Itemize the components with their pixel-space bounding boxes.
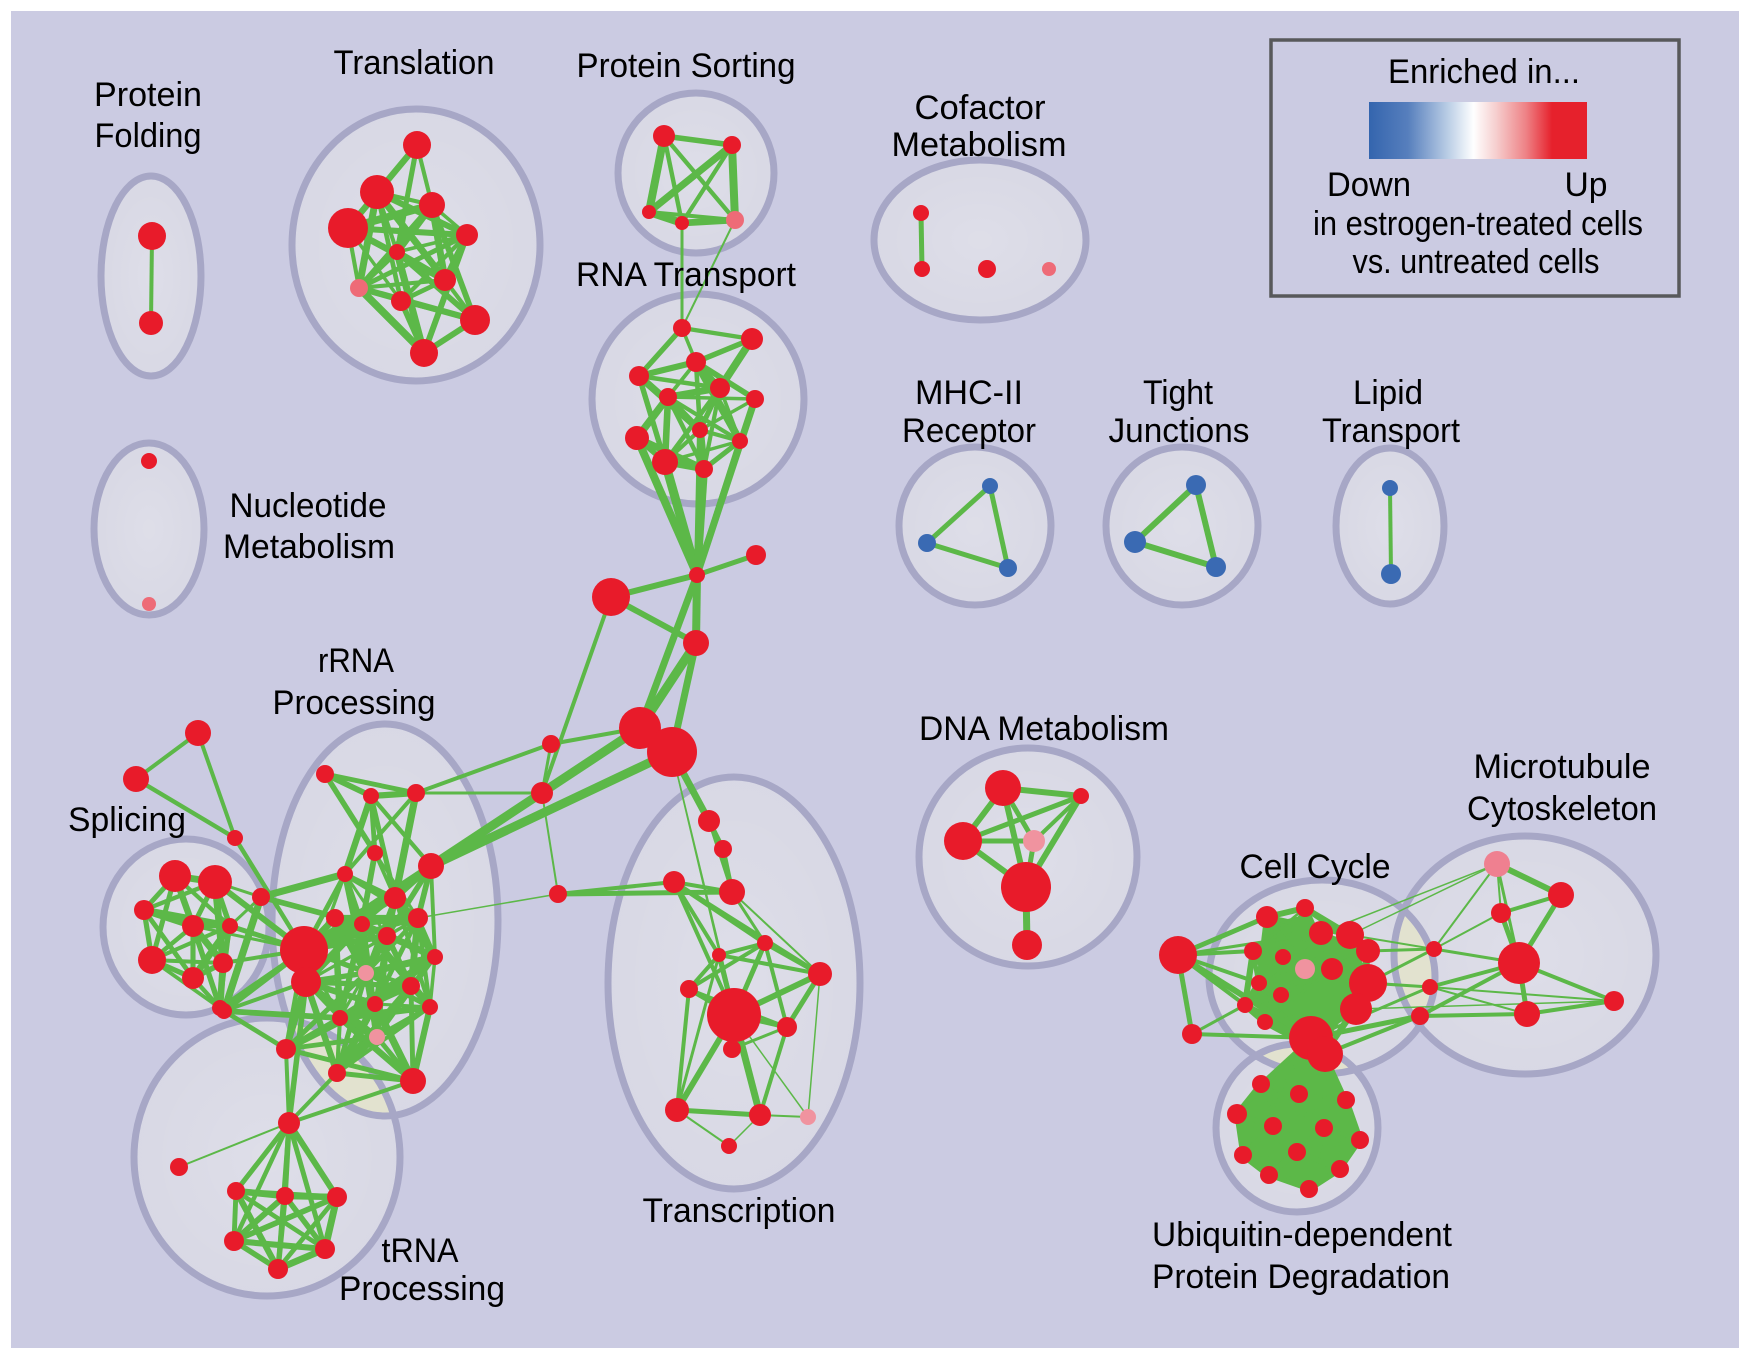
svg-text:Up: Up: [1565, 166, 1608, 204]
svg-text:Protein: Protein: [94, 76, 202, 114]
svg-text:Metabolism: Metabolism: [223, 528, 395, 566]
svg-text:Tight: Tight: [1143, 374, 1214, 412]
svg-text:Transport: Transport: [1322, 412, 1461, 450]
svg-text:Cytoskeleton: Cytoskeleton: [1467, 790, 1657, 828]
svg-text:Cell Cycle: Cell Cycle: [1240, 848, 1391, 886]
svg-text:Processing: Processing: [339, 1270, 505, 1308]
svg-text:Protein Sorting: Protein Sorting: [577, 47, 796, 85]
svg-text:Processing: Processing: [273, 684, 436, 722]
svg-text:DNA Metabolism: DNA Metabolism: [919, 710, 1169, 748]
svg-text:in estrogen-treated cells: in estrogen-treated cells: [1313, 205, 1643, 243]
svg-text:Enriched in...: Enriched in...: [1388, 53, 1580, 91]
svg-text:tRNA: tRNA: [382, 1232, 459, 1270]
svg-text:Cofactor: Cofactor: [915, 89, 1046, 127]
svg-text:rRNA: rRNA: [318, 642, 394, 680]
svg-text:Protein Degradation: Protein Degradation: [1152, 1258, 1450, 1296]
svg-text:Transcription: Transcription: [643, 1192, 836, 1230]
svg-text:Metabolism: Metabolism: [892, 126, 1067, 164]
svg-text:Translation: Translation: [334, 44, 495, 82]
svg-text:Folding: Folding: [95, 117, 202, 155]
svg-text:Nucleotide: Nucleotide: [230, 487, 387, 525]
svg-text:Ubiquitin-dependent: Ubiquitin-dependent: [1152, 1216, 1453, 1254]
svg-text:MHC-II: MHC-II: [915, 374, 1023, 412]
svg-text:Junctions: Junctions: [1109, 412, 1250, 450]
svg-text:Lipid: Lipid: [1353, 374, 1423, 412]
svg-text:Splicing: Splicing: [68, 801, 186, 839]
svg-text:Receptor: Receptor: [902, 412, 1036, 450]
svg-text:Microtubule: Microtubule: [1474, 748, 1651, 786]
svg-text:vs. untreated cells: vs. untreated cells: [1353, 243, 1600, 281]
svg-text:RNA Transport: RNA Transport: [576, 256, 797, 294]
svg-text:Down: Down: [1327, 166, 1411, 204]
